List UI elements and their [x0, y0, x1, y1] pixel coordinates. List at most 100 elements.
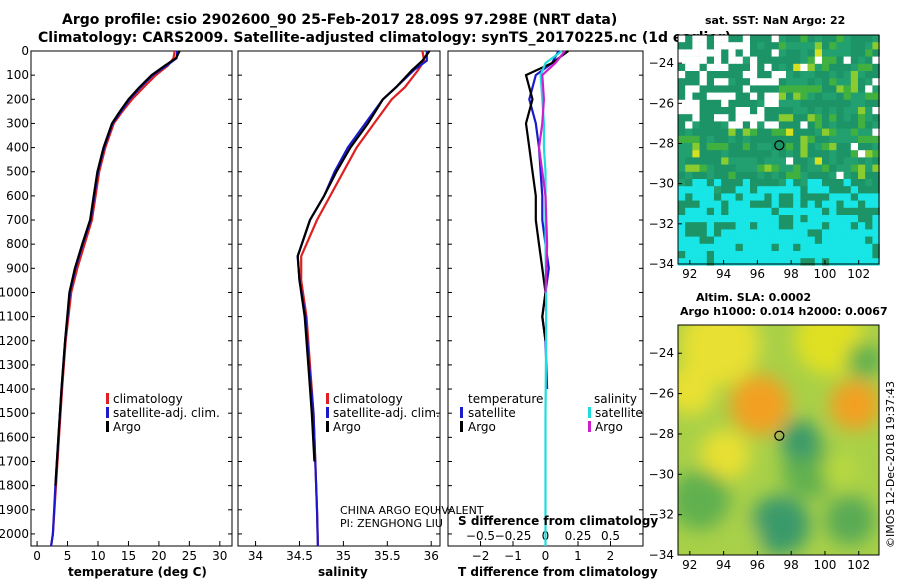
sst-cell: [714, 78, 722, 86]
sst-cell: [757, 71, 765, 79]
sst-cell: [735, 229, 743, 237]
sst-cell: [829, 186, 837, 194]
sst-cell: [814, 186, 823, 194]
sst-cell: [778, 171, 787, 180]
sst-cell: [721, 193, 729, 201]
sst-cell: [850, 171, 859, 180]
sst-cell: [814, 215, 823, 223]
sst-cell: [814, 42, 823, 50]
sst-cell: [858, 135, 866, 144]
sst-cell: [735, 143, 743, 151]
sst-cell: [678, 164, 686, 172]
sla-blob: [780, 420, 820, 460]
sst-cell: [721, 92, 729, 100]
sst-cell: [793, 150, 801, 158]
sst-cell: [814, 222, 823, 230]
sst-cell: [858, 42, 866, 50]
sst-cell: [685, 71, 693, 79]
sst-cell: [692, 107, 700, 115]
sst-cell: [728, 71, 736, 79]
sst-cell: [858, 63, 866, 72]
sst-cell: [778, 92, 787, 100]
sst-cell: [721, 121, 729, 129]
sst-cell: [699, 258, 707, 266]
sst-cell: [800, 243, 808, 252]
sst-cell: [757, 236, 765, 244]
sst-cell: [721, 35, 729, 43]
sst-cell: [829, 56, 837, 64]
sst-cell: [807, 207, 815, 216]
sst-cell: [800, 236, 808, 244]
sst-cell: [764, 186, 772, 194]
legend-argo-swatch: [106, 421, 109, 432]
sst-cell: [778, 114, 787, 122]
sst-cell: [771, 179, 779, 187]
sst-cell: [735, 56, 743, 64]
sst-cell: [872, 200, 880, 208]
sla-blobs: [678, 325, 879, 555]
sst-cell: [699, 157, 707, 165]
sst-cell: [822, 251, 830, 259]
sst-cell: [678, 42, 686, 50]
sst-cell: [778, 222, 787, 230]
sst-cell: [685, 207, 693, 216]
sst-cell: [728, 222, 736, 230]
sst-cell: [728, 42, 736, 50]
header-line1: Argo profile: csio 2902600_90 25-Feb-201…: [62, 12, 617, 28]
sst-cell: [678, 157, 686, 165]
sst-cell: [771, 193, 779, 201]
sst-cell: [872, 207, 880, 216]
sst-cell: [721, 243, 729, 252]
sst-cell: [721, 164, 729, 172]
sst-cell: [742, 56, 751, 64]
sst-cell: [822, 128, 830, 136]
sst-cell: [699, 171, 707, 180]
sla-blob: [825, 495, 875, 545]
sst-cell: [807, 92, 815, 100]
sst-cell: [872, 56, 880, 64]
sst-cell: [678, 150, 686, 158]
sst-cell: [836, 229, 844, 237]
sst-cell: [865, 222, 873, 230]
x-tick-label: 34.5: [286, 549, 313, 563]
sst-cell: [850, 229, 859, 237]
sst-cell: [858, 164, 866, 172]
sst-cell: [800, 215, 808, 223]
sst-cell: [814, 85, 823, 93]
sst-cell: [742, 135, 751, 144]
sst-cell: [829, 71, 837, 79]
sst-cell: [721, 71, 729, 79]
sst-cell: [735, 85, 743, 93]
sst-cell: [872, 71, 880, 79]
sst-cell: [742, 251, 751, 259]
sst-cell: [800, 222, 808, 230]
sst-cell: [872, 229, 880, 237]
sst-cell: [699, 179, 707, 187]
sst-cell: [764, 222, 772, 230]
sst-cell: [750, 171, 758, 180]
sst-cell: [814, 71, 823, 79]
sst-cell: [814, 164, 823, 172]
sst-cell: [829, 215, 837, 223]
sst-cell: [692, 49, 700, 57]
series-line-argo: [54, 50, 181, 486]
sst-cell: [699, 49, 707, 57]
legend-sat-label: satellite-adj. clim.: [333, 406, 440, 420]
sst-cell: [843, 200, 851, 208]
sst-cell: [714, 92, 722, 100]
sst-cell: [872, 49, 880, 57]
sst-cell: [814, 49, 823, 57]
sst-cell: [706, 99, 715, 108]
sst-cell: [735, 179, 743, 187]
sst-cell: [764, 179, 772, 187]
sst-cell: [793, 229, 801, 237]
sst-cell: [750, 258, 758, 266]
sst-cell: [800, 251, 808, 259]
sst-cell: [850, 251, 859, 259]
sst-cell: [800, 229, 808, 237]
sst-cell: [793, 56, 801, 64]
sst-cell: [706, 56, 715, 64]
sst-cell: [735, 92, 743, 100]
sst-cell: [699, 85, 707, 93]
sst-cell: [742, 200, 751, 208]
